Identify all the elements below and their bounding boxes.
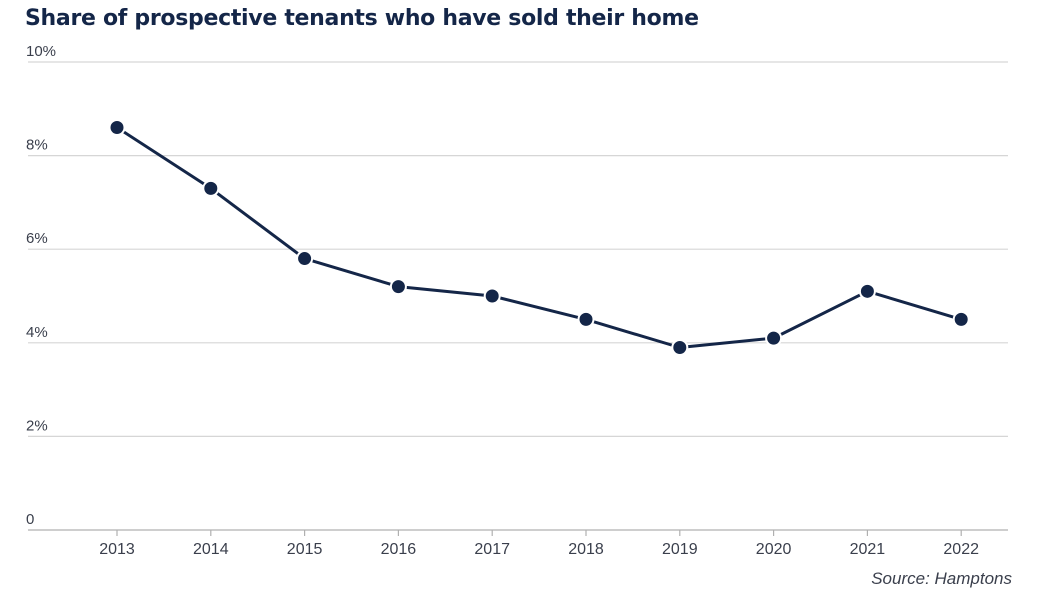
data-point-2021 [858,282,876,300]
data-points [108,119,970,356]
x-tick-label: 2021 [850,541,886,558]
gridlines [28,61,1008,437]
x-axis-tick-labels: 2013 2014 2015 2016 2017 2018 2019 2020 2021 2022 [99,541,979,558]
chart-title: Share of prospective tenants who have so… [25,6,699,31]
x-tick-label: 2014 [193,541,229,558]
x-tick-label: 2013 [99,541,135,558]
x-tick-label: 2019 [662,541,698,558]
data-point-2017 [483,287,501,305]
y-axis-tick-labels: 0 2% 4% 6% 8% 10% [26,43,56,528]
data-point-2019 [671,338,689,356]
x-tick-label: 2020 [756,541,792,558]
source-note: Source: Hamptons [871,569,1012,588]
data-point-2020 [765,329,783,347]
data-point-2015 [296,250,314,268]
data-point-2014 [202,179,220,197]
y-tick-label: 4% [26,324,48,341]
x-tick-label: 2022 [943,541,979,558]
data-point-2013 [108,119,126,137]
y-tick-label: 2% [26,417,48,434]
x-axis [28,529,1008,536]
series-line [116,126,962,349]
y-tick-label: 10% [26,43,56,60]
x-tick-label: 2017 [474,541,510,558]
y-tick-label: 8% [26,137,48,154]
data-point-2022 [952,310,970,328]
y-tick-label: 0 [26,511,34,528]
x-tick-label: 2015 [287,541,323,558]
y-tick-label: 6% [26,230,48,247]
data-point-2016 [389,278,407,296]
x-tick-label: 2018 [568,541,604,558]
x-tick-label: 2016 [381,541,417,558]
series-line-layer [116,126,962,349]
data-point-2018 [577,310,595,328]
